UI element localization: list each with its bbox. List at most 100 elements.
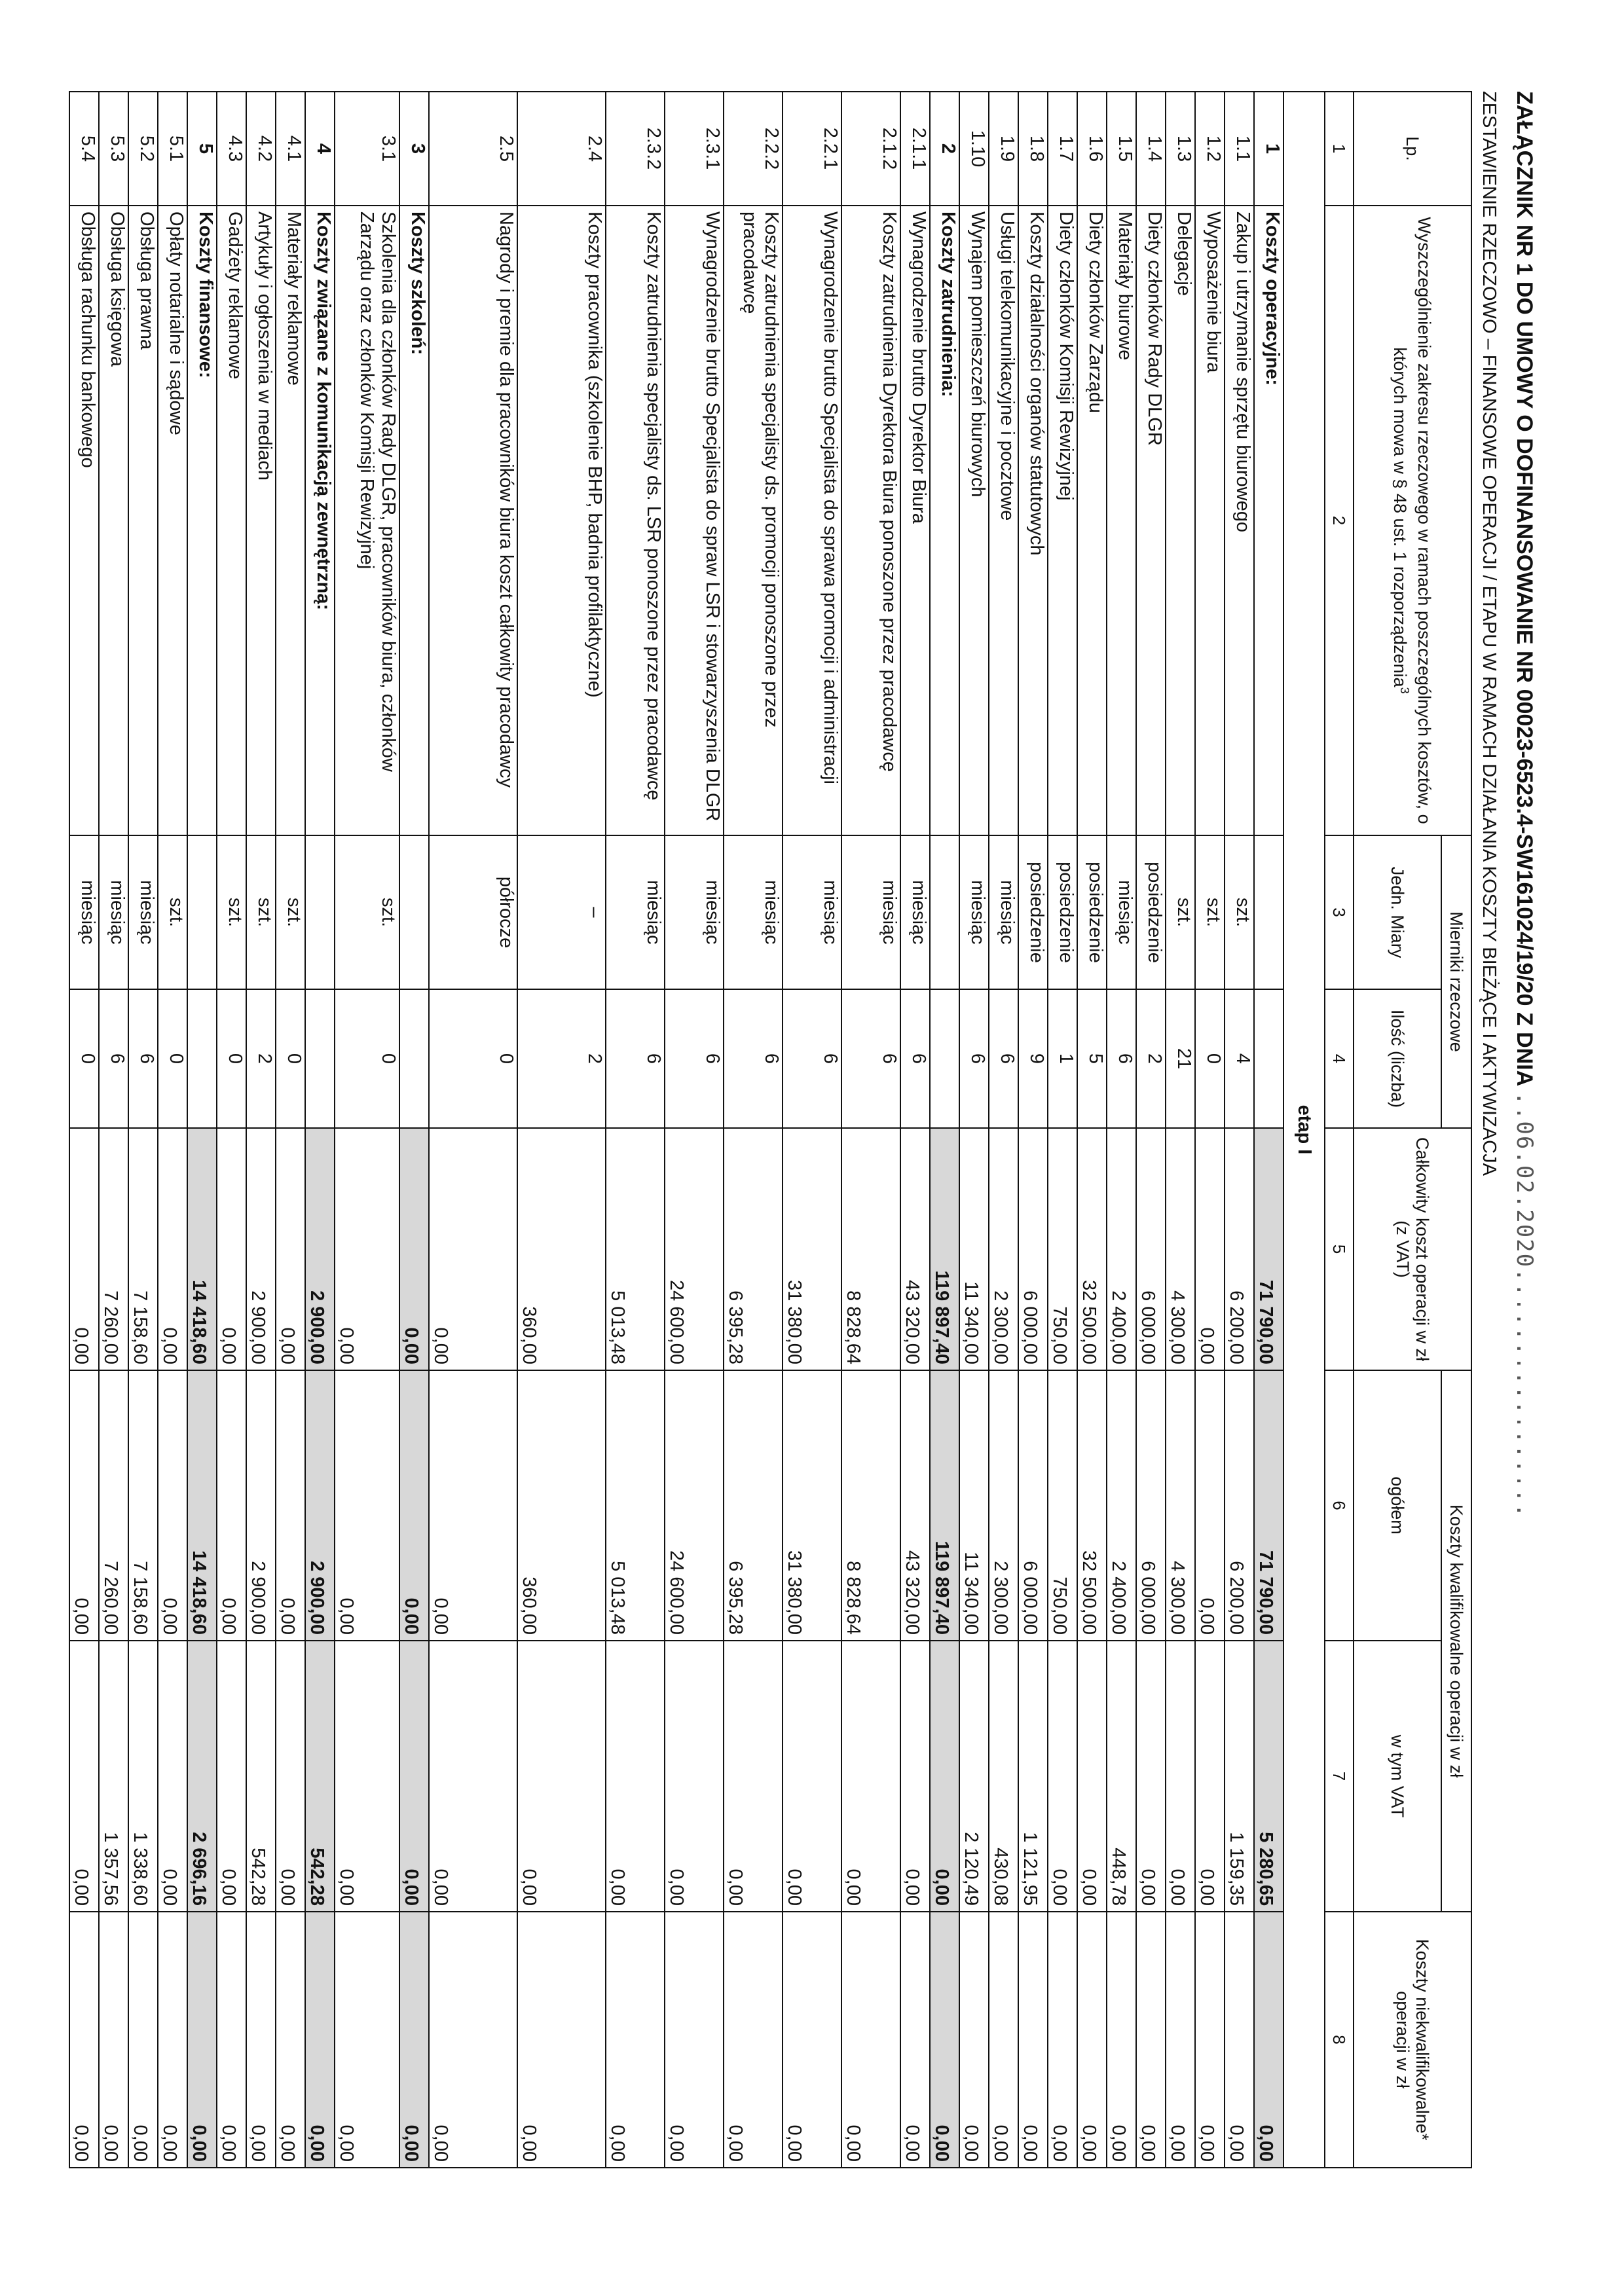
row-total-cost: 2 900,00 <box>305 1128 335 1370</box>
row-description: Gadżety reklamowe <box>217 206 246 835</box>
row-eligible-cost: 8 828,64 <box>841 1370 900 1641</box>
column-number: 1 <box>1325 92 1354 206</box>
row-vat: 5 280,65 <box>1254 1641 1283 1912</box>
row-total-cost: 6 000,00 <box>1018 1128 1048 1370</box>
row-ineligible-cost: 0,00 <box>399 1912 429 2168</box>
row-ineligible-cost: 0,00 <box>900 1912 930 2168</box>
table-row: 5.1 Opłaty notarialne i sądowe szt. 0 0,00 0,… <box>158 92 187 2168</box>
row-vat: 0,00 <box>217 1641 246 1912</box>
row-quantity: 6 <box>1107 989 1136 1128</box>
row-lp: 4.1 <box>276 92 305 206</box>
row-description: Diety członków Rady DLGR <box>1136 206 1166 835</box>
column-number: 2 <box>1325 206 1354 835</box>
row-eligible-cost: 0,00 <box>276 1370 305 1641</box>
row-vat: 0,00 <box>841 1641 900 1912</box>
row-unit: miesiąc <box>959 835 989 989</box>
row-lp: 1.2 <box>1195 92 1225 206</box>
row-vat: 0,00 <box>69 1641 99 1912</box>
row-ineligible-cost: 0,00 <box>1225 1912 1254 2168</box>
row-eligible-cost: 0,00 <box>399 1370 429 1641</box>
row-ineligible-cost: 0,00 <box>335 1912 399 2168</box>
row-ineligible-cost: 0,00 <box>305 1912 335 2168</box>
row-unit <box>1254 835 1283 989</box>
row-description: Koszty operacyjne: <box>1254 206 1283 835</box>
row-description: Koszty zatrudnienia specjalisty ds. prom… <box>724 206 783 835</box>
row-unit: posiedzenie <box>1077 835 1107 989</box>
row-ineligible-cost: 0,00 <box>429 1912 517 2168</box>
row-lp: 1.9 <box>989 92 1018 206</box>
row-quantity <box>187 989 217 1128</box>
row-lp: 5 <box>187 92 217 206</box>
row-description: Koszty zatrudnienia Dyrektora Biura pono… <box>841 206 900 835</box>
row-unit: szt. <box>276 835 305 989</box>
row-quantity: 6 <box>99 989 128 1128</box>
table-row: 3.1 Szkolenia dla członków Rady DLGR, pra… <box>335 92 399 2168</box>
row-description: Materiały biurowe <box>1107 206 1136 835</box>
table-row: 1.9 Usługi telekomunikacyjne i pocztowe mi… <box>989 92 1018 2168</box>
row-lp: 5.4 <box>69 92 99 206</box>
row-description: Koszty związane z komunikacją zewnętrzną… <box>305 206 335 835</box>
row-lp: 1 <box>1254 92 1283 206</box>
row-unit <box>399 835 429 989</box>
row-description: Koszty zatrudnienia: <box>930 206 959 835</box>
row-total-cost: 32 500,00 <box>1077 1128 1107 1370</box>
row-lp: 2.5 <box>429 92 517 206</box>
row-vat: 0,00 <box>1166 1641 1195 1912</box>
column-number: 6 <box>1325 1370 1354 1641</box>
row-lp: 1.1 <box>1225 92 1254 206</box>
row-lp: 3 <box>399 92 429 206</box>
row-description: Obsługa rachunku bankowego <box>69 206 99 835</box>
row-unit <box>930 835 959 989</box>
row-description: Wynajem pomieszczeń biurowych <box>959 206 989 835</box>
table-row: 2.4 Koszty pracownika (szkolenie BHP, bad… <box>517 92 606 2168</box>
header-lp: Lp. <box>1354 92 1471 206</box>
row-ineligible-cost: 0,00 <box>989 1912 1018 2168</box>
row-ineligible-cost: 0,00 <box>99 1912 128 2168</box>
header-ineligible: Koszty niekwalifikowalne* operacji w zł <box>1354 1912 1471 2168</box>
row-description: Diety członków Zarządu <box>1077 206 1107 835</box>
row-vat: 542,28 <box>246 1641 276 1912</box>
table-row: 2.2.1 Wynagrodzenie brutto Specjalista do… <box>783 92 841 2168</box>
row-vat: 542,28 <box>305 1641 335 1912</box>
table-row: 5.3 Obsługa księgowa miesiąc 6 7 260,00 7 260… <box>99 92 128 2168</box>
row-unit: miesiąc <box>900 835 930 989</box>
row-eligible-cost: 360,00 <box>517 1370 606 1641</box>
row-quantity: 6 <box>606 989 665 1128</box>
row-vat: 0,00 <box>606 1641 665 1912</box>
row-quantity: 2 <box>246 989 276 1128</box>
row-description: Usługi telekomunikacyjne i pocztowe <box>989 206 1018 835</box>
row-unit: szt. <box>1195 835 1225 989</box>
row-ineligible-cost: 0,00 <box>606 1912 665 2168</box>
row-ineligible-cost: 0,00 <box>1077 1912 1107 2168</box>
row-unit: posiedzenie <box>1018 835 1048 989</box>
row-unit: posiedzenie <box>1048 835 1077 989</box>
row-vat: 2 696,16 <box>187 1641 217 1912</box>
row-vat: 0,00 <box>1195 1641 1225 1912</box>
row-unit: szt. <box>1166 835 1195 989</box>
row-quantity: 0 <box>276 989 305 1128</box>
header-eligible-total: ogółem <box>1354 1370 1441 1641</box>
header-total-cost: Całkowity koszt operacji w zł (z VAT) <box>1354 1128 1471 1370</box>
row-vat: 0,00 <box>724 1641 783 1912</box>
row-quantity <box>305 989 335 1128</box>
row-total-cost: 6 395,28 <box>724 1128 783 1370</box>
row-ineligible-cost: 0,00 <box>1048 1912 1077 2168</box>
row-eligible-cost: 750,00 <box>1048 1370 1077 1641</box>
header-description-text: Wyszczególnienie zakresu rzeczowego w ra… <box>1390 217 1435 824</box>
table-row: 1.8 Koszty działalności organów statutowy… <box>1018 92 1048 2168</box>
row-description: Nagrody i premie dla pracowników biura k… <box>429 206 517 835</box>
row-lp: 1.10 <box>959 92 989 206</box>
row-quantity: 6 <box>128 989 158 1128</box>
row-ineligible-cost: 0,00 <box>724 1912 783 2168</box>
row-total-cost: 5 013,48 <box>606 1128 665 1370</box>
row-eligible-cost: 5 013,48 <box>606 1370 665 1641</box>
table-row: 1.6 Diety członków Zarządu posiedzenie 5 32 … <box>1077 92 1107 2168</box>
row-ineligible-cost: 0,00 <box>217 1912 246 2168</box>
row-total-cost: 0,00 <box>217 1128 246 1370</box>
row-quantity: 6 <box>900 989 930 1128</box>
row-description: Materiały reklamowe <box>276 206 305 835</box>
row-ineligible-cost: 0,00 <box>187 1912 217 2168</box>
row-description: Opłaty notarialne i sądowe <box>158 206 187 835</box>
table-row: 1.5 Materiały biurowe miesiąc 6 2 400,00 2 40… <box>1107 92 1136 2168</box>
row-eligible-cost: 6 000,00 <box>1136 1370 1166 1641</box>
